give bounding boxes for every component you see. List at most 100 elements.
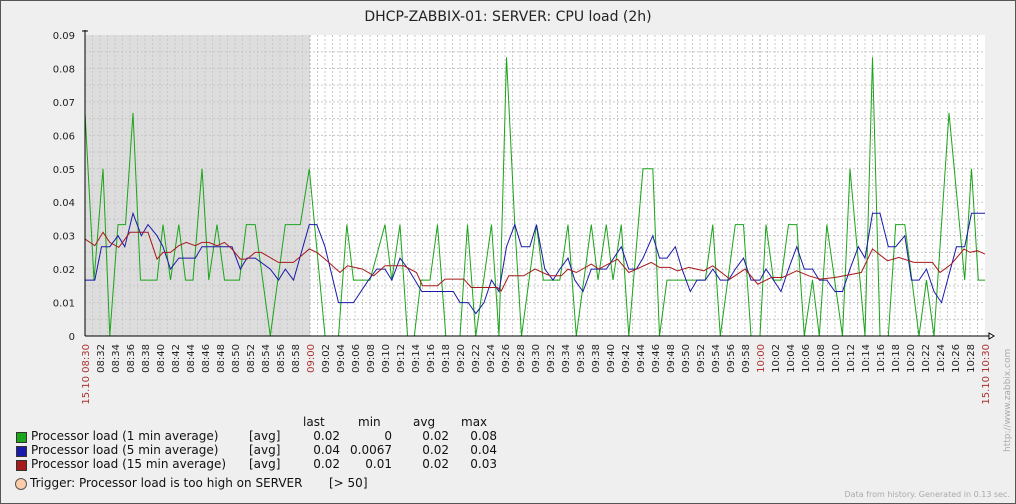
x-tick-label: 10:04 — [786, 344, 797, 373]
x-tick-label: 09:12 — [396, 344, 407, 373]
trigger-icon — [15, 478, 27, 490]
y-tick-label: 0.04 — [53, 198, 75, 209]
x-tick-label: 09:52 — [696, 344, 707, 373]
series-line-2 — [85, 211, 985, 315]
x-tick-label: 10:24 — [936, 344, 947, 373]
x-tick-label: 10:18 — [891, 344, 902, 373]
x-tick-label: 09:38 — [591, 344, 602, 373]
x-tick-label: 10:28 — [966, 344, 977, 373]
x-tick-label: 09:54 — [711, 344, 722, 373]
series-line-3 — [84, 231, 986, 292]
x-tick-label: 09:24 — [486, 344, 497, 373]
x-tick-label: 08:46 — [201, 344, 212, 373]
x-tick-label: 10:16 — [876, 344, 887, 373]
x-tick-label: 10:20 — [906, 344, 917, 373]
y-tick-label: 0.08 — [53, 64, 75, 75]
x-tick-label: 09:50 — [681, 344, 692, 373]
x-tick-label: 08:50 — [231, 344, 242, 373]
x-tick-label: 15.10 10:30 — [981, 344, 992, 405]
legend-avg: 0.02 — [422, 443, 449, 457]
x-tick-label: 09:00 — [306, 344, 317, 373]
x-tick-label: 09:16 — [426, 344, 437, 373]
trigger-label: Trigger: Processor load is too high on S… — [30, 476, 303, 490]
legend-header-min: min — [358, 415, 381, 429]
x-tick-label: 08:56 — [276, 344, 287, 373]
legend-swatch — [16, 446, 27, 457]
x-tick-label: 10:10 — [831, 344, 842, 373]
x-tick-label: 09:10 — [381, 344, 392, 373]
x-tick-label: 08:58 — [291, 344, 302, 373]
x-tick-label: 08:52 — [246, 344, 257, 373]
legend-min: 0 — [384, 429, 392, 443]
y-tick-label: 0.05 — [53, 165, 75, 176]
x-tick-label: 10:08 — [816, 344, 827, 373]
legend-min: 0.0067 — [350, 443, 392, 457]
legend-name: Processor load (15 min average) — [31, 457, 227, 471]
y-tick-label: 0.07 — [53, 98, 75, 109]
x-tick-label: 09:46 — [651, 344, 662, 373]
x-tick-label: 09:06 — [351, 344, 362, 373]
x-tick-label: 10:06 — [801, 344, 812, 373]
y-tick-label: 0.03 — [53, 232, 75, 243]
legend-last: 0.02 — [313, 429, 340, 443]
trigger-threshold: [> 50] — [329, 476, 368, 490]
y-tick-label: 0.06 — [53, 131, 75, 142]
x-tick-label: 09:32 — [546, 344, 557, 373]
x-tick-label: 09:56 — [726, 344, 737, 373]
x-tick-label: 10:02 — [771, 344, 782, 373]
x-tick-label: 08:36 — [126, 344, 137, 373]
x-tick-label: 09:34 — [561, 344, 572, 373]
x-tick-label: 09:08 — [366, 344, 377, 373]
y-tick-label: 0.01 — [53, 299, 75, 310]
x-tick-label: 10:12 — [846, 344, 857, 373]
x-tick-label: 10:26 — [951, 344, 962, 373]
legend-func: [avg] — [249, 443, 281, 457]
x-tick-label: 09:28 — [516, 344, 527, 373]
y-tick-label: 0.09 — [53, 31, 75, 42]
x-tick-label: 08:54 — [261, 344, 272, 373]
x-tick-label: 09:02 — [321, 344, 332, 373]
x-tick-label: 15.10 08:30 — [81, 344, 92, 405]
legend-avg: 0.02 — [422, 429, 449, 443]
legend-last: 0.04 — [313, 443, 340, 457]
x-tick-label: 09:04 — [336, 344, 347, 373]
x-tick-label: 09:58 — [741, 344, 752, 373]
footer-text: Data from history. Generated in 0.13 sec… — [844, 490, 1010, 499]
legend-swatch — [16, 460, 27, 471]
x-axis-arrow-icon — [988, 332, 995, 340]
graph-title: DHCP-ZABBIX-01: SERVER: CPU load (2h) — [364, 9, 652, 25]
x-tick-label: 08:40 — [156, 344, 167, 373]
x-tick-label: 08:38 — [141, 344, 152, 373]
legend-header-max: max — [461, 415, 488, 429]
legend-min: 0.01 — [365, 457, 392, 471]
legend-header-last: last — [303, 415, 325, 429]
x-tick-label: 09:48 — [666, 344, 677, 373]
x-tick-label: 08:32 — [96, 344, 107, 373]
x-tick-label: 08:44 — [186, 344, 197, 373]
x-tick-label: 10:22 — [921, 344, 932, 373]
legend-func: [avg] — [249, 457, 281, 471]
legend-avg: 0.02 — [422, 457, 449, 471]
x-tick-label: 09:30 — [531, 344, 542, 373]
x-tick-label: 09:18 — [441, 344, 452, 373]
x-tick-label: 08:42 — [171, 344, 182, 373]
legend-func: [avg] — [249, 429, 281, 443]
legend-max: 0.04 — [470, 443, 497, 457]
x-tick-label: 10:00 — [756, 344, 767, 373]
legend-header-avg: avg — [413, 415, 436, 429]
x-tick-label: 08:34 — [111, 344, 122, 373]
x-tick-label: 09:20 — [456, 344, 467, 373]
x-tick-label: 08:48 — [216, 344, 227, 373]
x-tick-label: 09:26 — [501, 344, 512, 373]
legend-last: 0.02 — [313, 457, 340, 471]
legend-max: 0.03 — [470, 457, 497, 471]
x-tick-label: 09:14 — [411, 344, 422, 373]
legend-swatch — [16, 432, 27, 443]
watermark: http://www.zabbix.com — [1003, 348, 1013, 452]
x-tick-label: 09:36 — [576, 344, 587, 373]
y-tick-label: 0 — [69, 332, 75, 343]
x-tick-label: 09:44 — [636, 344, 647, 373]
legend-name: Processor load (1 min average) — [31, 429, 219, 443]
x-tick-label: 09:22 — [471, 344, 482, 373]
